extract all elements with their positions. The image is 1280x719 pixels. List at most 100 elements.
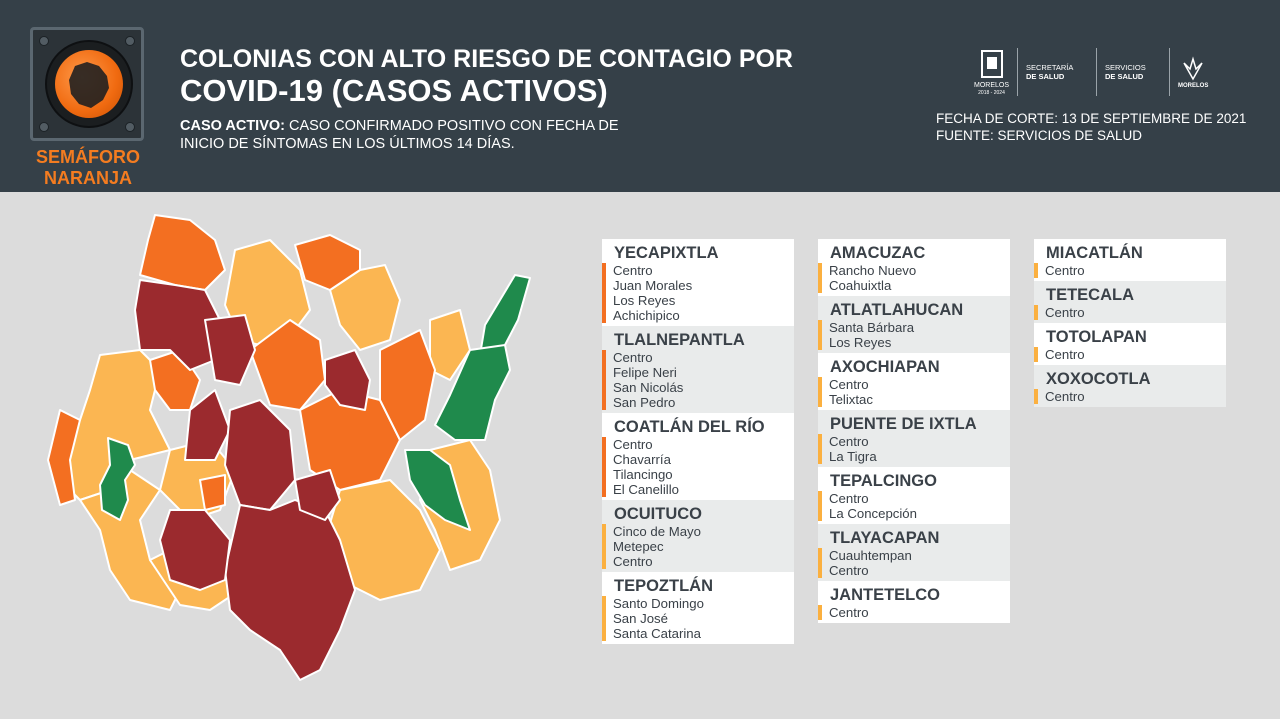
colonia-item: Centro <box>829 563 869 578</box>
colonias-list: Rancho Nuevo Coahuixtla <box>818 263 1002 293</box>
secretaria-line2: DE SALUD <box>1026 72 1065 81</box>
map-region-yellow-northeast <box>329 264 401 351</box>
colonia-item: Centro <box>1045 389 1085 404</box>
municipio-card: OCUITUCO Cinco de Mayo Metepec Centro <box>602 500 794 572</box>
colonias-list: Centro <box>1034 347 1218 362</box>
map-region-red-northcenter <box>204 314 256 386</box>
colonias-list: Centro Juan Morales Los Reyes Achichipico <box>602 263 786 323</box>
colonia-item: La Concepción <box>829 506 917 521</box>
municipio-card: ATLATLAHUCAN Santa Bárbara Los Reyes <box>818 296 1010 353</box>
servicios-line1: SERVICIOS <box>1105 63 1146 72</box>
colonia-item: Cuauhtempan <box>829 548 912 563</box>
colonias-list: Centro Felipe Neri San Nicolás San Pedro <box>602 350 786 410</box>
colonia-item: San Nicolás <box>613 380 684 395</box>
flower-icon <box>1183 55 1203 81</box>
secretaria-logo: SECRETARÍA DE SALUD <box>1026 63 1088 81</box>
colonias-list: Centro <box>1034 305 1218 320</box>
colonia-item: Chavarría <box>613 452 671 467</box>
colonia-item: Centro <box>829 377 869 392</box>
logo-divider <box>1017 48 1019 96</box>
colonias-list: Cinco de Mayo Metepec Centro <box>602 524 786 569</box>
colonia-item: Los Reyes <box>829 335 892 350</box>
servicios-line2: DE SALUD <box>1105 72 1144 81</box>
logo-divider <box>1096 48 1098 96</box>
municipio-card: TETECALA Centro <box>1034 281 1226 323</box>
logo-divider <box>1169 48 1171 96</box>
colonia-item: Santa Bárbara <box>829 320 915 335</box>
municipio-card: YECAPIXTLA Centro Juan Morales Los Reyes Ach… <box>602 239 794 326</box>
colonia-item: Centro <box>829 491 869 506</box>
municipio-name: COATLÁN DEL RÍO <box>614 418 765 436</box>
semaforo-label-line1: SEMÁFORO <box>35 147 140 167</box>
map-region-green-west <box>99 437 136 521</box>
traffic-light-icon <box>30 27 144 141</box>
municipio-name: JANTETELCO <box>830 586 941 604</box>
colonia-item: Centro <box>1045 305 1085 320</box>
morelos-logo: MORELOS 2018 - 2024 <box>974 49 1009 96</box>
map-region-orange-farwest <box>47 409 81 506</box>
morelos-flower-text: MORELOS <box>1178 82 1209 89</box>
morelos-shield-icon <box>980 49 1003 78</box>
municipio-card: TLAYACAPAN Cuauhtempan Centro <box>818 524 1010 581</box>
cutoff-date: FECHA DE CORTE: 13 DE SEPTIEMBRE DE 2021 <box>936 111 1247 126</box>
colonia-item: Achichipico <box>613 308 680 323</box>
colonia-item: Centro <box>613 263 653 278</box>
title-line2: COVID-19 (CASOS ACTIVOS) <box>180 73 608 108</box>
colonias-list: Centro <box>818 605 1002 620</box>
municipios-column-3: MIACATLÁN Centro TETECALA Centro TOTOLAPAN Ce… <box>1034 239 1226 407</box>
municipio-name: PUENTE DE IXTLA <box>830 415 977 433</box>
municipio-name: TLALNEPANTLA <box>614 331 745 349</box>
colonia-item: Coahuixtla <box>829 278 892 293</box>
municipio-card: TOTOLAPAN Centro <box>1034 323 1226 365</box>
municipio-card: TLALNEPANTLA Centro Felipe Neri San Nicolás… <box>602 326 794 413</box>
map-region-red-northwest <box>134 279 221 371</box>
municipio-name: XOXOCOTLA <box>1046 370 1151 388</box>
municipio-name: AMACUZAC <box>830 244 926 262</box>
title-line1: COLONIAS CON ALTO RIESGO DE CONTAGIO POR <box>180 45 793 73</box>
morelos-silhouette-icon <box>69 62 109 108</box>
colonia-item: Santo Domingo <box>613 596 704 611</box>
source-text: FUENTE: SERVICIOS DE SALUD <box>936 128 1143 143</box>
traffic-light-lens <box>45 40 133 128</box>
colonia-item: La Tigra <box>829 449 877 464</box>
map-region-red-south <box>159 509 231 591</box>
colonia-item: El Canelillo <box>613 482 679 497</box>
municipio-name: TEPOZTLÁN <box>614 577 713 595</box>
screw-icon <box>125 122 135 132</box>
morelos-logo-text: MORELOS <box>974 81 1010 89</box>
map-region-orange-northwest <box>139 214 226 291</box>
colonia-item: Tilancingo <box>613 467 673 482</box>
colonia-item: Centro <box>829 605 869 620</box>
servicios-logo: SERVICIOS DE SALUD <box>1105 63 1161 81</box>
colonia-item: Centro <box>1045 263 1085 278</box>
colonias-list: Centro La Concepción <box>818 491 1002 521</box>
colonias-list: Cuauhtempan Centro <box>818 548 1002 578</box>
semaforo-label-line2: NARANJA <box>43 168 132 188</box>
municipio-name: TETECALA <box>1046 286 1134 304</box>
colonia-item: Centro <box>613 350 653 365</box>
page-title: COLONIAS CON ALTO RIESGO DE CONTAGIO POR… <box>180 44 793 108</box>
municipio-card: TEPALCINGO Centro La Concepción <box>818 467 1010 524</box>
municipio-card: XOXOCOTLA Centro <box>1034 365 1226 407</box>
header-banner: SEMÁFORO NARANJA COLONIAS CON ALTO RIESG… <box>0 0 1280 192</box>
municipio-card: MIACATLÁN Centro <box>1034 239 1226 281</box>
map-region-green-east <box>434 344 511 441</box>
colonias-list: Santo Domingo San José Santa Catarina <box>602 596 786 641</box>
screw-icon <box>39 122 49 132</box>
municipio-card: JANTETELCO Centro <box>818 581 1010 623</box>
colonia-item: Juan Morales <box>613 278 693 293</box>
screw-icon <box>125 36 135 46</box>
municipio-card: TEPOZTLÁN Santo Domingo San José Santa Cata… <box>602 572 794 644</box>
definition-text-2: INICIO DE SÍNTOMAS EN LOS ÚLTIMOS 14 DÍA… <box>180 136 515 152</box>
colonias-list: Centro <box>1034 263 1218 278</box>
colonia-item: Santa Catarina <box>613 626 701 641</box>
municipio-name: AXOCHIAPAN <box>830 358 940 376</box>
municipio-name: OCUITUCO <box>614 505 702 523</box>
definition-text-1: CASO CONFIRMADO POSITIVO CON FECHA DE <box>285 118 619 134</box>
municipio-name: TEPALCINGO <box>830 472 937 490</box>
municipio-card: AXOCHIAPAN Centro Telixtac <box>818 353 1010 410</box>
logos-row: MORELOS 2018 - 2024 SECRETARÍA DE SALUD … <box>974 44 1208 100</box>
secretaria-line1: SECRETARÍA <box>1026 63 1074 72</box>
municipio-name: TOTOLAPAN <box>1046 328 1147 346</box>
municipio-card: COATLÁN DEL RÍO Centro Chavarría Tilancingo… <box>602 413 794 500</box>
